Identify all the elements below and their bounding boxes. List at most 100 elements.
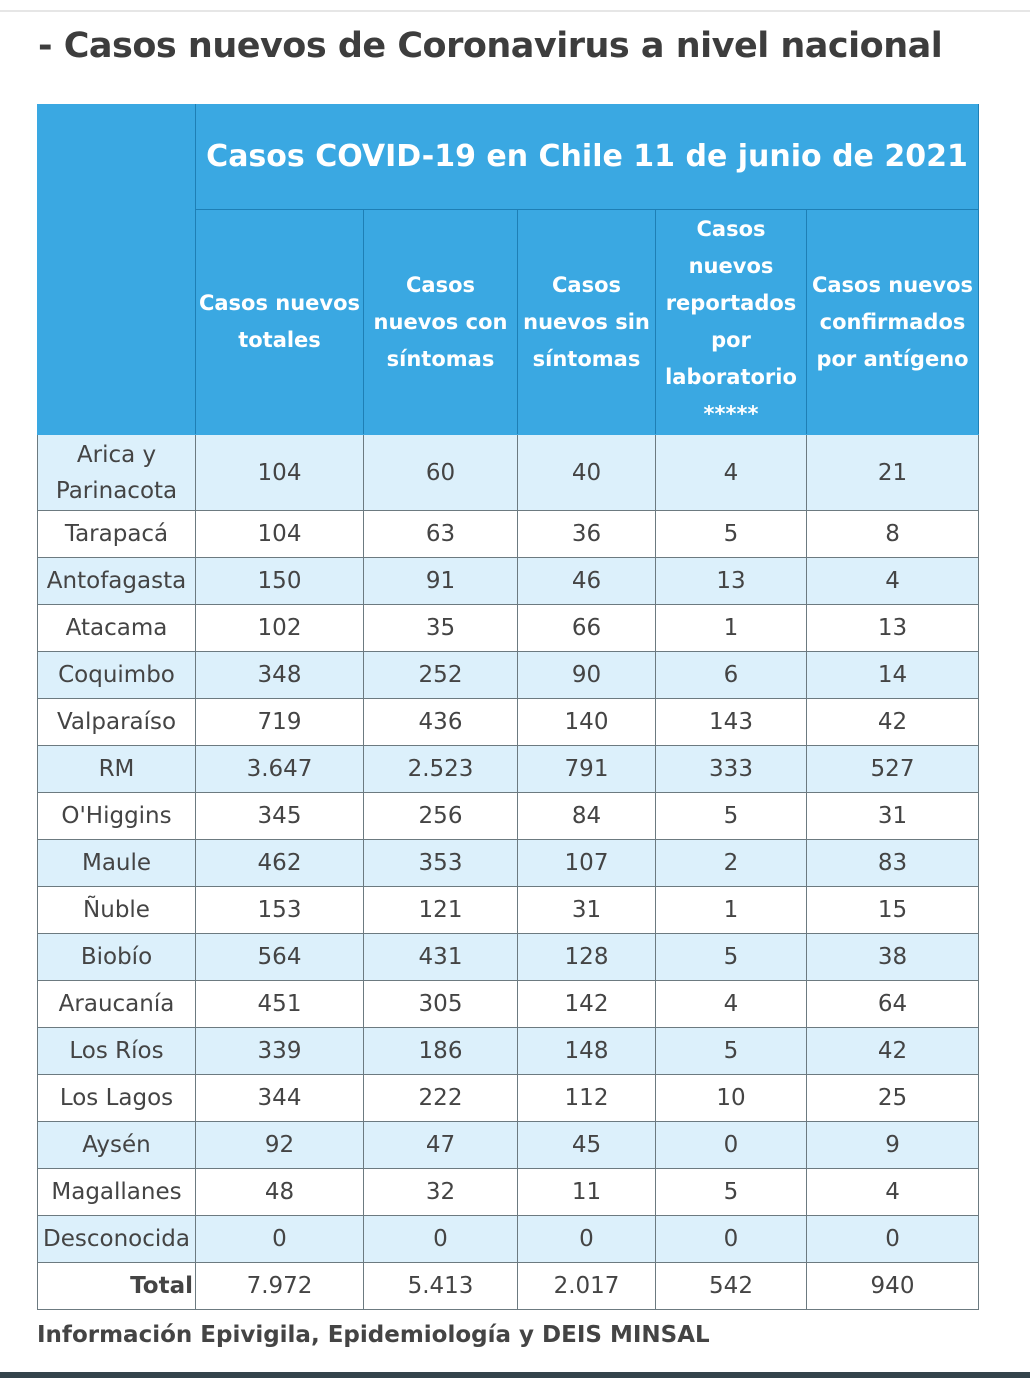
value-cell: 143 <box>655 698 807 746</box>
column-header: Casos nuevos totales <box>195 209 364 435</box>
value-cell: 48 <box>195 1168 364 1216</box>
value-cell: 104 <box>195 510 364 558</box>
value-cell: 13 <box>805 604 980 652</box>
table-row: Aysén 92 47 45 0 9 <box>37 1121 980 1169</box>
value-cell: 256 <box>363 792 518 840</box>
table-row: Antofagasta 150 91 46 13 4 <box>37 557 980 605</box>
value-cell: 148 <box>517 1027 656 1075</box>
value-cell: 353 <box>363 839 518 887</box>
value-cell: 252 <box>363 651 518 699</box>
column-header: Casos nuevos con síntomas <box>363 209 518 435</box>
value-cell: 4 <box>655 980 807 1028</box>
region-cell: Los Ríos <box>37 1027 196 1075</box>
value-cell: 1 <box>655 604 807 652</box>
value-cell: 92 <box>195 1121 364 1169</box>
region-cell: O'Higgins <box>37 792 196 840</box>
table-row: Coquimbo 348 252 90 6 14 <box>37 651 980 699</box>
value-cell: 0 <box>195 1215 364 1263</box>
table-title: Casos COVID-19 en Chile 11 de junio de 2… <box>194 104 980 210</box>
value-cell: 222 <box>363 1074 518 1122</box>
value-cell: 150 <box>195 557 364 605</box>
value-cell: 21 <box>805 434 980 511</box>
value-cell: 348 <box>195 651 364 699</box>
value-cell: 38 <box>805 933 980 981</box>
total-value-cell: 2.017 <box>517 1262 656 1310</box>
value-cell: 4 <box>655 434 807 511</box>
value-cell: 4 <box>805 557 980 605</box>
value-cell: 91 <box>363 557 518 605</box>
value-cell: 42 <box>805 698 980 746</box>
value-cell: 186 <box>363 1027 518 1075</box>
value-cell: 3.647 <box>195 745 364 793</box>
value-cell: 107 <box>517 839 656 887</box>
value-cell: 305 <box>363 980 518 1028</box>
region-cell: Coquimbo <box>37 651 196 699</box>
region-cell: Atacama <box>37 604 196 652</box>
value-cell: 344 <box>195 1074 364 1122</box>
table-row: Valparaíso 719 436 140 143 42 <box>37 698 980 746</box>
column-header: Casos nuevos reportados por laboratorio … <box>655 209 807 435</box>
value-cell: 564 <box>195 933 364 981</box>
value-cell: 66 <box>517 604 656 652</box>
value-cell: 10 <box>655 1074 807 1122</box>
region-cell: Valparaíso <box>37 698 196 746</box>
value-cell: 8 <box>805 510 980 558</box>
value-cell: 6 <box>655 651 807 699</box>
table-row: O'Higgins 345 256 84 5 31 <box>37 792 980 840</box>
region-cell: Biobío <box>37 933 196 981</box>
region-cell: Desconocida <box>37 1215 196 1263</box>
value-cell: 5 <box>655 792 807 840</box>
total-label: Total <box>37 1262 196 1310</box>
value-cell: 36 <box>517 510 656 558</box>
value-cell: 128 <box>517 933 656 981</box>
value-cell: 0 <box>517 1215 656 1263</box>
total-value-cell: 940 <box>805 1262 980 1310</box>
value-cell: 0 <box>363 1215 518 1263</box>
covid-cases-table: Casos COVID-19 en Chile 11 de junio de 2… <box>37 104 980 1310</box>
value-cell: 112 <box>517 1074 656 1122</box>
value-cell: 2.523 <box>363 745 518 793</box>
value-cell: 0 <box>805 1215 980 1263</box>
value-cell: 104 <box>195 434 364 511</box>
table-row: RM 3.647 2.523 791 333 527 <box>37 745 980 793</box>
value-cell: 46 <box>517 557 656 605</box>
table-row: Ñuble 153 121 31 1 15 <box>37 886 980 934</box>
value-cell: 339 <box>195 1027 364 1075</box>
value-cell: 142 <box>517 980 656 1028</box>
region-cell: RM <box>37 745 196 793</box>
region-cell: Antofagasta <box>37 557 196 605</box>
bottom-bar <box>0 1372 1030 1378</box>
region-cell: Aysén <box>37 1121 196 1169</box>
table-row: Los Ríos 339 186 148 5 42 <box>37 1027 980 1075</box>
table-row: Magallanes 48 32 11 5 4 <box>37 1168 980 1216</box>
top-divider <box>0 10 1030 12</box>
value-cell: 462 <box>195 839 364 887</box>
value-cell: 333 <box>655 745 807 793</box>
value-cell: 90 <box>517 651 656 699</box>
value-cell: 0 <box>655 1121 807 1169</box>
region-cell: Tarapacá <box>37 510 196 558</box>
table-row: Tarapacá 104 63 36 5 8 <box>37 510 980 558</box>
value-cell: 719 <box>195 698 364 746</box>
corner-header <box>37 104 196 435</box>
table-row: Los Lagos 344 222 112 10 25 <box>37 1074 980 1122</box>
page-heading: - Casos nuevos de Coronavirus a nivel na… <box>38 26 943 66</box>
total-value-cell: 542 <box>655 1262 807 1310</box>
value-cell: 0 <box>655 1215 807 1263</box>
table-row: Desconocida 0 0 0 0 0 <box>37 1215 980 1263</box>
value-cell: 15 <box>805 886 980 934</box>
value-cell: 25 <box>805 1074 980 1122</box>
value-cell: 5 <box>655 1027 807 1075</box>
region-cell: Araucanía <box>37 980 196 1028</box>
value-cell: 153 <box>195 886 364 934</box>
value-cell: 121 <box>363 886 518 934</box>
value-cell: 64 <box>805 980 980 1028</box>
value-cell: 42 <box>805 1027 980 1075</box>
value-cell: 14 <box>805 651 980 699</box>
value-cell: 5 <box>655 510 807 558</box>
value-cell: 40 <box>517 434 656 511</box>
value-cell: 11 <box>517 1168 656 1216</box>
value-cell: 102 <box>195 604 364 652</box>
value-cell: 5 <box>655 933 807 981</box>
value-cell: 4 <box>805 1168 980 1216</box>
